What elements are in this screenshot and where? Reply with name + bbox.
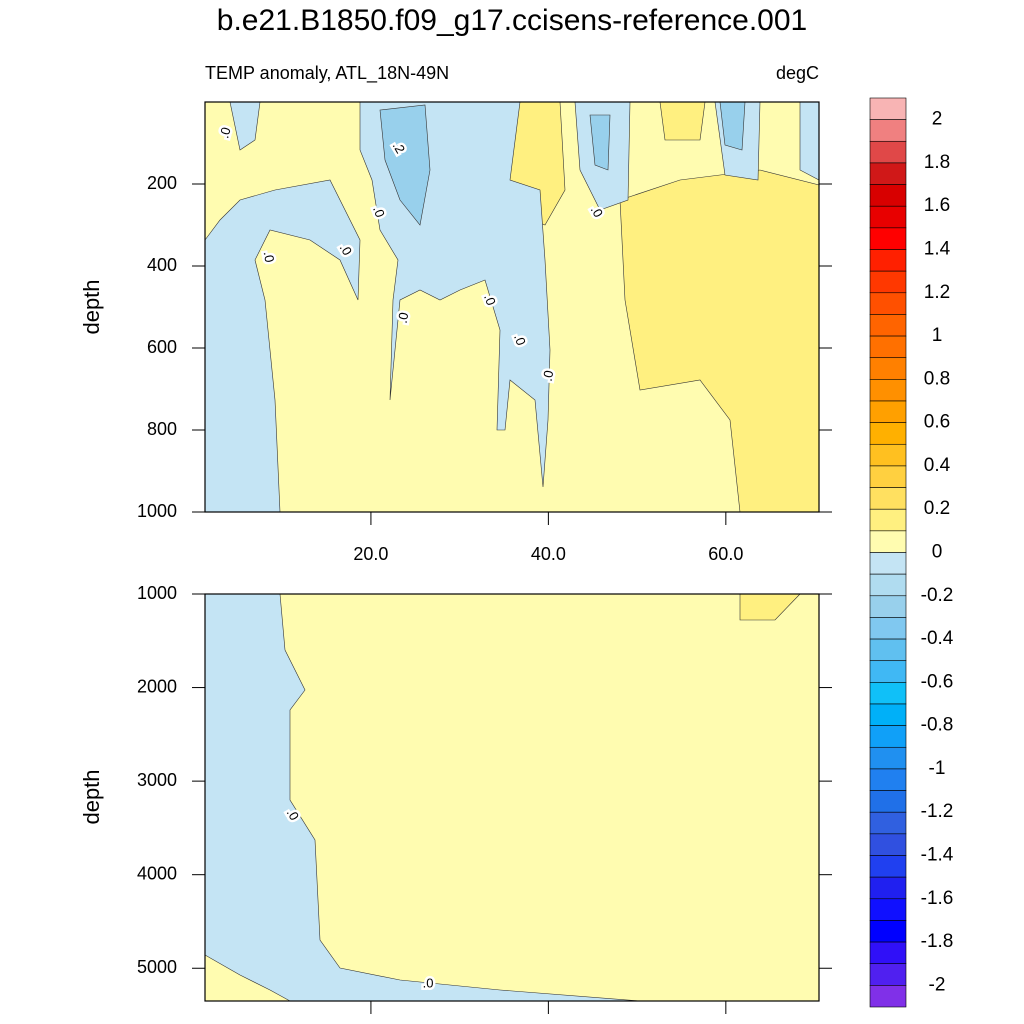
- y-tick-label: 200: [147, 173, 177, 193]
- colorbar-label: -1.4: [921, 845, 954, 866]
- colorbar-box: [869, 422, 907, 445]
- colorbar-label: 1.6: [924, 195, 950, 216]
- colorbar-box: [869, 487, 907, 510]
- contour-label: .0: [423, 975, 434, 990]
- chart-title: b.e21.B1850.f09_g17.ccisens-reference.00…: [217, 4, 807, 37]
- colorbar-box: [869, 985, 907, 1008]
- colorbar-box: [869, 855, 907, 878]
- colorbar-box: [869, 920, 907, 943]
- x-tick-label: 40.0: [531, 544, 566, 564]
- subtitle: TEMP anomaly, ATL_18N-49N: [205, 63, 449, 84]
- colorbar-box: [869, 162, 907, 185]
- colorbar-box: [869, 790, 907, 813]
- colorbar-box: [869, 379, 907, 402]
- colorbar-box: [869, 119, 907, 142]
- colorbar-box: [869, 833, 907, 856]
- y-tick-label: 3000: [137, 770, 177, 790]
- y-tick-label: 1000: [137, 583, 177, 603]
- plot-frame: [204, 101, 820, 513]
- colorbar-box: [869, 963, 907, 986]
- colorbar-box: [869, 314, 907, 337]
- colorbar-box: [869, 97, 907, 120]
- colorbar-label: 2: [932, 109, 943, 130]
- colorbar-label: -2: [929, 974, 946, 995]
- colorbar-label: -1.2: [921, 801, 954, 822]
- contour-fill-lower: [204, 593, 819, 1002]
- colorbar-label: 0.4: [924, 455, 951, 476]
- y-tick-label: 400: [147, 255, 177, 275]
- colorbar-box: [869, 335, 907, 359]
- colorbar-box: [869, 617, 907, 640]
- colorbar-box: [869, 811, 907, 835]
- colorbar-box: [869, 573, 907, 597]
- colorbar-box: [869, 941, 907, 965]
- colorbar-box: [869, 205, 907, 229]
- y-tick-label: 5000: [137, 957, 177, 977]
- colorbar-label: -1.6: [921, 888, 954, 909]
- colorbar-label: -1: [929, 758, 946, 779]
- colorbar-box: [869, 227, 907, 250]
- y-tick-label: 600: [147, 337, 177, 357]
- colorbar-box: [869, 400, 907, 423]
- colorbar-box: [869, 140, 907, 164]
- x-tick-label: 20.0: [353, 544, 388, 564]
- colorbar-box: [869, 898, 907, 921]
- colorbar-box: [869, 465, 907, 488]
- colorbar-box: [869, 638, 907, 662]
- colorbar-box: [869, 768, 907, 791]
- colorbar-box: [869, 443, 907, 467]
- y-axis-label: depth: [79, 769, 104, 824]
- y-tick-label: 4000: [137, 863, 177, 883]
- colorbar-label: -0.6: [921, 671, 954, 692]
- colorbar-label: 1.8: [924, 152, 950, 173]
- colorbar-box: [869, 595, 907, 618]
- colorbar-box: [869, 876, 907, 900]
- colorbar-label: 0: [932, 542, 943, 563]
- y-tick-label: 800: [147, 419, 177, 439]
- colorbar-box: [869, 357, 907, 380]
- colorbar-label: 1.2: [924, 282, 950, 303]
- colorbar-box: [869, 725, 907, 748]
- units: degC: [776, 63, 819, 83]
- colorbar-box: [869, 184, 907, 207]
- colorbar-box: [869, 270, 907, 294]
- colorbar-box: [869, 530, 907, 553]
- colorbar-box: [869, 746, 907, 770]
- colorbar-box: [869, 552, 907, 575]
- colorbar-label: -0.8: [921, 715, 954, 736]
- colorbar-label: 0.6: [924, 412, 950, 433]
- colorbar-box: [869, 508, 907, 532]
- y-tick-label: 1000: [137, 501, 177, 521]
- colorbar-label: 1: [932, 325, 943, 346]
- plot-frame: [204, 593, 820, 1002]
- y-axis-label: depth: [79, 279, 104, 334]
- colorbar-label: -1.8: [921, 931, 954, 952]
- colorbar-box: [869, 703, 907, 726]
- colorbar-box: [869, 249, 907, 272]
- colorbar-box: [869, 292, 907, 315]
- colorbar-label: -0.2: [921, 585, 954, 606]
- colorbar-label: 0.8: [924, 368, 950, 389]
- colorbar-label: -0.4: [921, 628, 954, 649]
- colorbar-label: 1.4: [924, 239, 951, 260]
- colorbar-label: 0.2: [924, 498, 950, 519]
- colorbar-box: [869, 660, 907, 683]
- colorbar-box: [869, 682, 907, 705]
- y-tick-label: 2000: [137, 676, 177, 696]
- x-tick-label: 60.0: [708, 544, 743, 564]
- contour-fill-upper: [204, 101, 820, 513]
